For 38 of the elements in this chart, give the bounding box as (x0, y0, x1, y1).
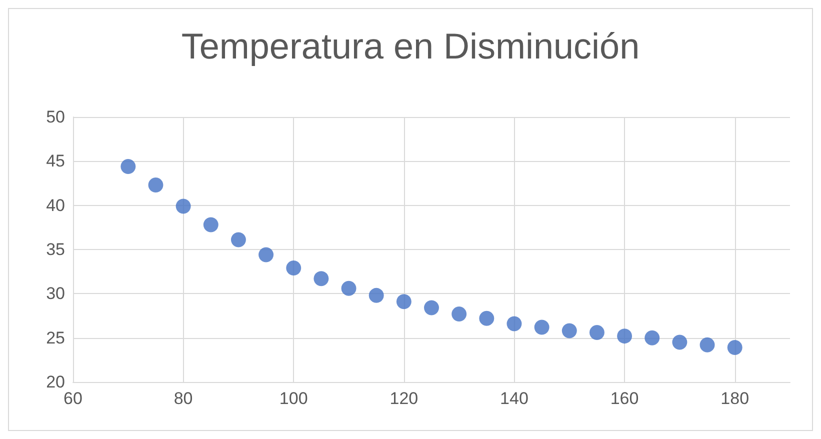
point (424, 300, 439, 316)
point (396, 294, 412, 310)
y-tick-label: 25 (46, 328, 65, 348)
point (562, 323, 577, 338)
point (452, 306, 467, 322)
point (589, 325, 604, 340)
y-tick-label: 50 (46, 108, 65, 126)
point (672, 334, 688, 350)
point (341, 280, 356, 296)
y-tick-label: 35 (46, 240, 65, 259)
x-tick-label: 180 (720, 389, 750, 408)
point (286, 260, 302, 276)
point (644, 330, 660, 346)
y-tick-label: 40 (46, 196, 65, 215)
x-tick-label: 160 (610, 389, 639, 408)
point (506, 316, 522, 332)
point (258, 247, 274, 262)
point (148, 178, 164, 193)
x-tick-label: 80 (174, 389, 193, 408)
y-tick-label: 45 (46, 152, 65, 171)
x-tick-label: 100 (279, 389, 308, 408)
y-tick-label: 20 (46, 372, 65, 392)
point (534, 320, 550, 335)
point (120, 158, 136, 174)
point (314, 271, 329, 286)
point (203, 217, 218, 232)
point (230, 232, 246, 248)
point (479, 310, 494, 326)
y-tick-label: 30 (46, 284, 65, 304)
x-tick-label: 140 (500, 389, 528, 408)
point (176, 198, 191, 214)
point (727, 340, 742, 356)
x-tick-label: 60 (64, 389, 82, 408)
point (700, 337, 715, 352)
point (617, 328, 632, 344)
x-tick-label: 120 (390, 389, 418, 408)
point (368, 288, 384, 303)
chart-title: Temperatura en Disminución (181, 26, 640, 66)
